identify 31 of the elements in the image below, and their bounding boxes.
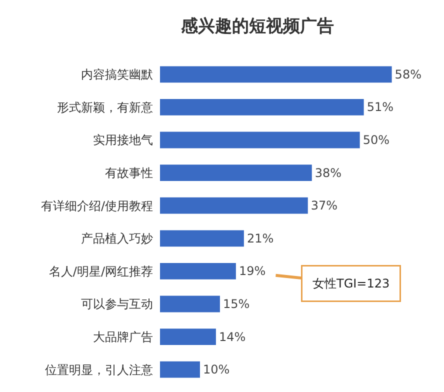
bar xyxy=(160,230,244,247)
bar xyxy=(160,197,308,214)
y-tick-label: 可以参与互动 xyxy=(81,297,153,312)
y-tick-label: 产品植入巧妙 xyxy=(81,232,153,246)
data-label: 51% xyxy=(366,100,394,114)
bar xyxy=(160,132,360,148)
data-label: 21% xyxy=(246,231,274,246)
bar xyxy=(160,296,220,312)
y-tick-label: 形式新颖，有新意 xyxy=(57,100,153,114)
data-label: 15% xyxy=(222,297,250,311)
data-label: 58% xyxy=(394,67,422,82)
bar xyxy=(160,263,236,280)
y-tick-label: 内容搞笑幽默 xyxy=(81,68,153,82)
y-tick-label: 名人/明星/网红推荐 xyxy=(48,264,153,278)
data-label: 50% xyxy=(362,133,390,147)
bar xyxy=(160,99,364,116)
y-tick-label: 大品牌广告 xyxy=(93,330,153,344)
data-label: 38% xyxy=(314,166,342,180)
chart-title: 感兴趣的短视频广告 xyxy=(180,16,334,36)
bar xyxy=(160,66,392,83)
bar xyxy=(160,328,216,345)
y-tick-label: 有详细介绍/使用教程 xyxy=(40,198,153,213)
bar xyxy=(160,361,200,378)
annotation: 女性TGI=123 xyxy=(312,276,390,290)
data-label: 10% xyxy=(202,362,230,377)
y-tick-label: 有故事性 xyxy=(105,166,153,180)
bar xyxy=(160,164,312,181)
data-label: 14% xyxy=(218,330,246,344)
data-label: 37% xyxy=(310,198,338,213)
y-tick-label: 实用接地气 xyxy=(93,133,153,148)
y-tick-label: 位置明显，引人注意 xyxy=(45,362,153,377)
